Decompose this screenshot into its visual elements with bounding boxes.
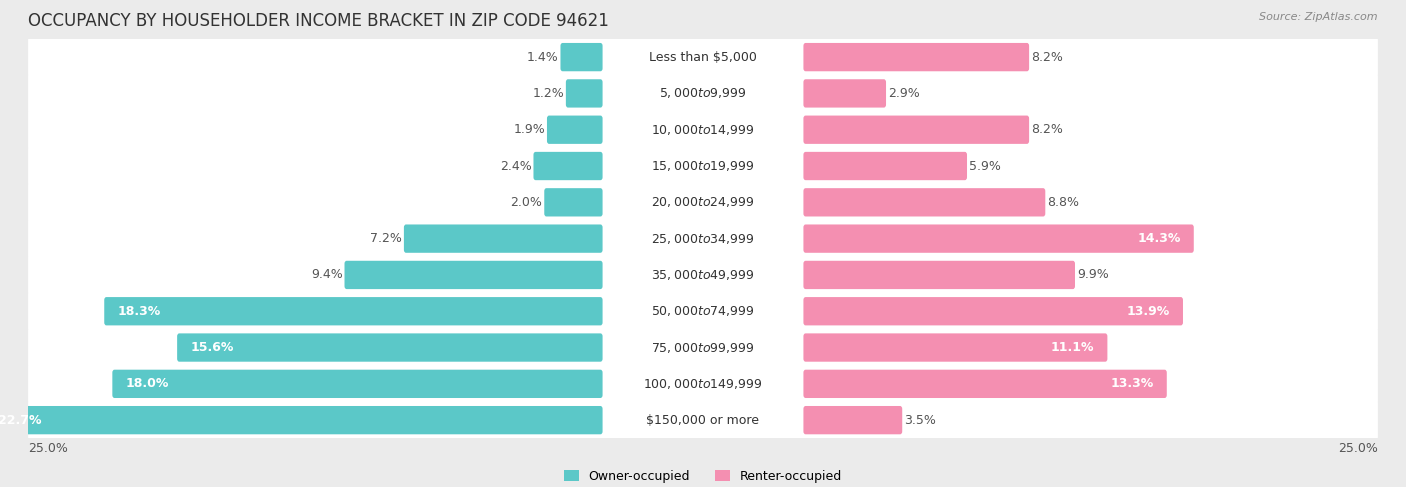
Text: $150,000 or more: $150,000 or more (647, 413, 759, 427)
FancyBboxPatch shape (561, 43, 603, 71)
FancyBboxPatch shape (0, 406, 603, 434)
Text: $5,000 to $9,999: $5,000 to $9,999 (659, 86, 747, 100)
Text: 1.4%: 1.4% (527, 51, 558, 64)
FancyBboxPatch shape (803, 115, 1029, 144)
FancyBboxPatch shape (28, 292, 1378, 330)
FancyBboxPatch shape (803, 334, 1108, 362)
Text: Less than $5,000: Less than $5,000 (650, 51, 756, 64)
Text: 9.9%: 9.9% (1077, 268, 1109, 281)
FancyBboxPatch shape (803, 370, 1167, 398)
Text: 25.0%: 25.0% (28, 442, 67, 455)
FancyBboxPatch shape (344, 261, 603, 289)
FancyBboxPatch shape (803, 188, 1045, 217)
Text: 13.3%: 13.3% (1111, 377, 1154, 391)
Text: 2.0%: 2.0% (510, 196, 543, 209)
FancyBboxPatch shape (28, 111, 1378, 149)
Text: $75,000 to $99,999: $75,000 to $99,999 (651, 340, 755, 355)
Text: 2.4%: 2.4% (499, 160, 531, 172)
Text: 18.3%: 18.3% (117, 305, 160, 318)
FancyBboxPatch shape (803, 406, 903, 434)
Text: Source: ZipAtlas.com: Source: ZipAtlas.com (1260, 12, 1378, 22)
Text: $35,000 to $49,999: $35,000 to $49,999 (651, 268, 755, 282)
FancyBboxPatch shape (28, 401, 1378, 439)
Legend: Owner-occupied, Renter-occupied: Owner-occupied, Renter-occupied (558, 465, 848, 487)
Text: 22.7%: 22.7% (0, 413, 42, 427)
FancyBboxPatch shape (28, 329, 1378, 366)
Text: $10,000 to $14,999: $10,000 to $14,999 (651, 123, 755, 137)
Text: $25,000 to $34,999: $25,000 to $34,999 (651, 232, 755, 245)
FancyBboxPatch shape (565, 79, 603, 108)
Text: 25.0%: 25.0% (1339, 442, 1378, 455)
FancyBboxPatch shape (28, 75, 1378, 112)
FancyBboxPatch shape (28, 220, 1378, 258)
FancyBboxPatch shape (28, 184, 1378, 221)
Text: 8.2%: 8.2% (1031, 123, 1063, 136)
Text: 14.3%: 14.3% (1137, 232, 1181, 245)
Text: 2.9%: 2.9% (889, 87, 920, 100)
Text: 18.0%: 18.0% (125, 377, 169, 391)
Text: $50,000 to $74,999: $50,000 to $74,999 (651, 304, 755, 318)
Text: $100,000 to $149,999: $100,000 to $149,999 (644, 377, 762, 391)
Text: 8.2%: 8.2% (1031, 51, 1063, 64)
FancyBboxPatch shape (28, 147, 1378, 185)
Text: 11.1%: 11.1% (1050, 341, 1094, 354)
Text: 9.4%: 9.4% (311, 268, 343, 281)
FancyBboxPatch shape (803, 297, 1182, 325)
FancyBboxPatch shape (547, 115, 603, 144)
Text: 8.8%: 8.8% (1047, 196, 1080, 209)
FancyBboxPatch shape (544, 188, 603, 217)
FancyBboxPatch shape (803, 261, 1076, 289)
Text: 5.9%: 5.9% (969, 160, 1001, 172)
FancyBboxPatch shape (404, 225, 603, 253)
FancyBboxPatch shape (28, 365, 1378, 403)
FancyBboxPatch shape (28, 256, 1378, 294)
Text: $15,000 to $19,999: $15,000 to $19,999 (651, 159, 755, 173)
FancyBboxPatch shape (803, 225, 1194, 253)
FancyBboxPatch shape (112, 370, 603, 398)
FancyBboxPatch shape (177, 334, 603, 362)
FancyBboxPatch shape (803, 43, 1029, 71)
Text: 13.9%: 13.9% (1126, 305, 1170, 318)
FancyBboxPatch shape (28, 38, 1378, 76)
Text: 7.2%: 7.2% (370, 232, 402, 245)
Text: 15.6%: 15.6% (190, 341, 233, 354)
Text: 3.5%: 3.5% (904, 413, 936, 427)
FancyBboxPatch shape (533, 152, 603, 180)
FancyBboxPatch shape (104, 297, 603, 325)
Text: $20,000 to $24,999: $20,000 to $24,999 (651, 195, 755, 209)
FancyBboxPatch shape (803, 79, 886, 108)
Text: OCCUPANCY BY HOUSEHOLDER INCOME BRACKET IN ZIP CODE 94621: OCCUPANCY BY HOUSEHOLDER INCOME BRACKET … (28, 12, 609, 30)
Text: 1.2%: 1.2% (533, 87, 564, 100)
FancyBboxPatch shape (803, 152, 967, 180)
Text: 1.9%: 1.9% (513, 123, 546, 136)
